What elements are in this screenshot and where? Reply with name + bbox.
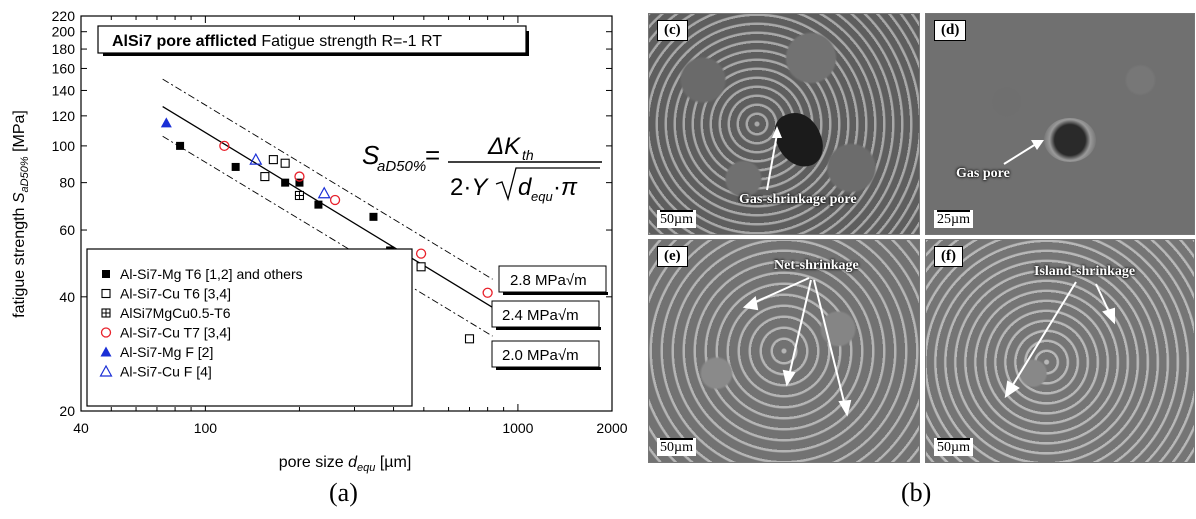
caption-b: (b): [901, 478, 932, 507]
data-point: [415, 248, 427, 259]
legend-entry: Al-Si7-Cu T6 [3,4]: [120, 286, 231, 302]
y-tick-label: 160: [52, 60, 76, 76]
y-tick-label: 140: [52, 82, 76, 98]
annotation-gas-pore: Gas pore: [956, 166, 1010, 181]
data-point: [231, 162, 240, 171]
scale-bar-d: 25µm: [934, 210, 973, 228]
x-tick-label: 1000: [502, 420, 533, 436]
data-point: [329, 194, 341, 206]
data-point: [295, 178, 304, 187]
data-point: [317, 186, 331, 199]
x-axis-label: pore size dequ [µm]: [279, 454, 412, 474]
micrograph-c: (c) Gas-shrinkage pore 50µm: [648, 13, 920, 235]
svg-text:th: th: [522, 147, 534, 163]
legend-entry: Al-Si7-Mg F [2]: [120, 344, 213, 360]
scale-bar-e: 50µm: [657, 438, 696, 456]
line-label-2.4: 2.4 MPa√m: [491, 300, 601, 330]
legend-marker: [101, 308, 111, 318]
y-tick-label: 60: [59, 222, 75, 238]
scale-bar-c: 50µm: [657, 210, 696, 228]
legend-marker: [102, 270, 110, 278]
micrograph-f: (f) Island-shrinkage 50µm: [925, 239, 1195, 463]
legend-marker: [100, 346, 112, 357]
legend-marker: [101, 288, 111, 299]
panel-label-c: (c): [657, 20, 688, 41]
svg-text:2.0 MPa√m: 2.0 MPa√m: [502, 347, 579, 364]
data-point: [268, 155, 278, 165]
svg-text:S: S: [362, 140, 380, 170]
y-tick-label: 200: [52, 24, 76, 40]
fit-line: [162, 135, 493, 337]
panel-label-e: (e): [657, 246, 688, 267]
y-tick-label: 20: [59, 403, 75, 419]
data-point: [294, 171, 305, 182]
legend-marker: [99, 364, 113, 377]
legend-entry: Al-Si7-Cu F [4]: [120, 364, 212, 380]
legend-entry: Al-Si7-Mg T6 [1,2] and others: [120, 266, 303, 282]
annotation-gas-shrinkage-pore: Gas-shrinkage pore: [739, 192, 857, 207]
legend: Al-Si7-Mg T6 [1,2] and others Al-Si7-Cu T…: [86, 248, 413, 407]
fit-lines: [162, 78, 493, 337]
y-axis-label: fatigue strength SaD50% [MPa]: [11, 110, 31, 318]
svg-text:equ: equ: [531, 189, 553, 204]
legend-entry: AlSi7MgCu0.5-T6: [120, 305, 231, 321]
y-tick-label: 40: [59, 289, 75, 305]
annotation-net-shrinkage: Net-shrinkage: [774, 258, 859, 273]
scale-bar-f: 50µm: [934, 438, 973, 456]
x-tick-label: 100: [194, 420, 218, 436]
data-point: [369, 212, 378, 221]
chart-title: AlSi7 pore afflicted Fatigue strength R=…: [112, 33, 442, 50]
data-point: [249, 152, 263, 165]
annotation-island-shrinkage: Island-shrinkage: [1034, 264, 1136, 279]
panel-label-f: (f): [934, 246, 963, 267]
data-point: [482, 287, 493, 298]
panel-label-d: (d): [934, 20, 967, 41]
svg-text:2.4 MPa√m: 2.4 MPa√m: [502, 307, 579, 324]
micrograph-e: (e) Net-shrinkage 50µm: [648, 239, 920, 463]
legend-marker: [100, 327, 112, 338]
x-tick-label: 2000: [596, 420, 627, 436]
data-point: [219, 140, 230, 152]
data-point: [176, 141, 185, 150]
data-point: [281, 178, 290, 187]
data-point: [294, 190, 305, 201]
data-point: [160, 117, 172, 128]
y-tick-label: 120: [52, 108, 76, 124]
svg-text:aD50%: aD50%: [377, 158, 426, 175]
fit-line: [162, 105, 493, 309]
x-tick-label: 40: [73, 420, 89, 436]
svg-text:2.8 MPa√m: 2.8 MPa√m: [510, 272, 587, 289]
svg-text:ΔK: ΔK: [487, 133, 521, 160]
svg-text:=: =: [425, 140, 440, 170]
data-point: [416, 262, 426, 272]
data-point: [314, 200, 323, 209]
y-tick-label: 220: [52, 8, 76, 24]
line-label-2.8: 2.8 MPa√m: [498, 265, 608, 295]
micrograph-d: (d) Gas pore 25µm: [925, 13, 1195, 235]
y-tick-label: 180: [52, 41, 76, 57]
line-label-2.0: 2.0 MPa√m: [491, 340, 601, 370]
fit-line: [162, 78, 493, 280]
data-point: [464, 334, 475, 344]
y-tick-label: 100: [52, 138, 76, 154]
formula: S aD50% = ΔK th 2·Y d equ ·π: [362, 133, 602, 204]
svg-text:2·Y: 2·Y: [450, 174, 489, 201]
legend-entry: Al-Si7-Cu T7 [3,4]: [120, 325, 231, 341]
svg-text:d: d: [518, 174, 532, 201]
caption-a: (a): [329, 478, 358, 507]
y-tick-label: 80: [59, 175, 75, 191]
data-point: [260, 172, 270, 182]
data-point: [280, 158, 290, 168]
svg-text:·π: ·π: [553, 174, 578, 201]
